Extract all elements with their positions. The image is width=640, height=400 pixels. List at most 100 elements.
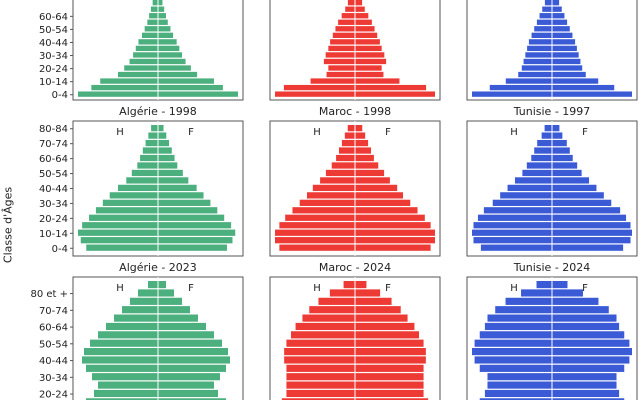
bar-female xyxy=(158,58,186,65)
bar-male xyxy=(341,13,355,19)
bar-female xyxy=(552,306,609,314)
bar-female xyxy=(355,314,408,322)
female-label: F xyxy=(582,283,588,294)
bar-female xyxy=(552,162,578,169)
bar-female xyxy=(158,356,230,364)
bar-male xyxy=(286,364,355,372)
bar-male xyxy=(489,84,552,91)
bar-male xyxy=(345,6,355,12)
bar-male xyxy=(114,314,158,322)
bar-male xyxy=(473,237,552,244)
bar-female xyxy=(552,214,627,221)
bar-female xyxy=(552,289,583,297)
bar-male xyxy=(328,45,355,52)
bar-female xyxy=(552,154,573,162)
bar-male xyxy=(484,389,552,398)
bar-male xyxy=(527,45,552,52)
bar-female xyxy=(355,331,419,339)
y-tick-label: 20-24 xyxy=(39,390,68,400)
y-tick-label: 50-54 xyxy=(39,25,68,36)
bar-male xyxy=(78,229,158,236)
panel-title: Algérie - 1998 xyxy=(119,105,197,118)
bar-male xyxy=(484,322,552,331)
male-label: H xyxy=(116,283,124,294)
bar-male xyxy=(483,207,552,214)
bar-female xyxy=(552,26,570,32)
y-tick-label: 20-24 xyxy=(39,214,68,225)
bar-female xyxy=(355,0,363,6)
bar-female xyxy=(552,199,612,206)
bar-male xyxy=(147,19,158,25)
bar-female xyxy=(552,373,617,381)
bar-female xyxy=(158,339,222,347)
bar-female xyxy=(355,162,379,169)
bar-male xyxy=(480,244,552,251)
bar-female xyxy=(552,169,582,177)
bar-male xyxy=(118,71,158,78)
bar-male xyxy=(473,222,552,229)
bar-male xyxy=(534,26,552,32)
bar-female xyxy=(552,132,563,139)
bar-male xyxy=(539,13,552,19)
bar-female xyxy=(552,39,576,45)
bar-female xyxy=(355,13,369,19)
y-tick-label: 40-44 xyxy=(39,356,68,367)
bar-male xyxy=(479,364,552,372)
bar-male xyxy=(275,91,355,97)
bar-male xyxy=(505,297,552,305)
bar-male xyxy=(544,0,552,6)
bar-male xyxy=(292,207,355,214)
bar-female xyxy=(355,26,375,32)
bar-male xyxy=(323,58,355,65)
bar-female xyxy=(552,244,624,251)
bar-female xyxy=(158,222,232,229)
bar-female xyxy=(552,184,597,192)
bar-female xyxy=(355,229,435,236)
bar-female xyxy=(355,214,425,221)
female-label: F xyxy=(385,283,391,294)
bar-female xyxy=(158,192,204,199)
bar-female xyxy=(355,339,424,347)
bar-male xyxy=(347,0,355,6)
bar-male xyxy=(531,154,552,162)
bar-female xyxy=(158,322,206,331)
bar-female xyxy=(552,139,567,147)
bar-male xyxy=(335,26,355,32)
bar-female xyxy=(158,45,180,52)
bar-male xyxy=(505,78,552,84)
bar-female xyxy=(355,389,424,398)
bar-female xyxy=(355,169,385,177)
bar-female xyxy=(355,297,392,305)
female-label: F xyxy=(385,127,391,138)
panel-title: Maroc - 2024 xyxy=(319,261,391,274)
bar-male xyxy=(100,78,158,84)
bar-male xyxy=(295,322,355,331)
bar-female xyxy=(158,214,225,221)
bar-female xyxy=(552,91,632,97)
bar-male xyxy=(472,229,552,236)
bar-female xyxy=(158,398,226,400)
bar-female xyxy=(158,154,175,162)
bar-female xyxy=(355,306,401,314)
bar-male xyxy=(126,177,158,184)
bar-male xyxy=(275,229,355,236)
bar-female xyxy=(158,207,218,214)
bar-male xyxy=(138,289,158,297)
bar-male xyxy=(472,91,552,97)
bar-female xyxy=(355,222,431,229)
bar-female xyxy=(158,229,236,236)
bar-male xyxy=(500,192,552,199)
bar-male xyxy=(275,237,355,244)
bar-female xyxy=(158,314,198,322)
bar-female xyxy=(355,207,418,214)
y-tick-label: 40-44 xyxy=(39,184,68,195)
bar-female xyxy=(552,389,620,398)
bar-female xyxy=(158,297,182,305)
y-tick-label: 70-74 xyxy=(39,306,68,317)
bar-male xyxy=(142,32,158,38)
bar-female xyxy=(355,373,424,381)
male-label: H xyxy=(313,283,321,294)
bar-female xyxy=(158,162,178,169)
bar-male xyxy=(124,65,158,71)
